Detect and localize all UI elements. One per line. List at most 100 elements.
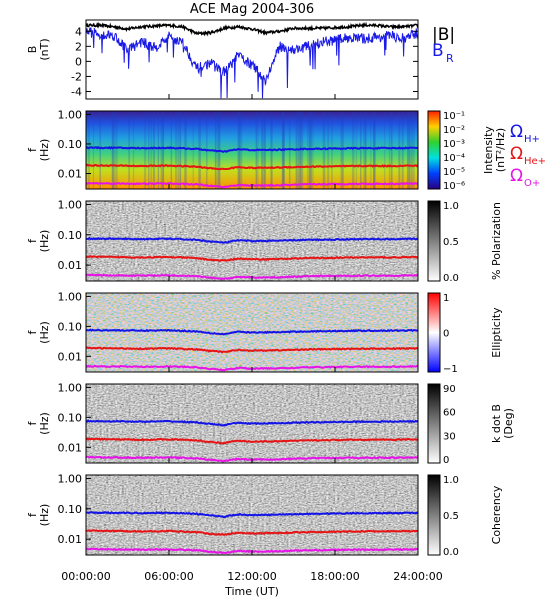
- colorbar-polarization: [427, 200, 441, 282]
- y-tick-label: 1.00: [58, 198, 83, 211]
- y-tick-label: 0.01: [58, 441, 83, 454]
- x-tick-label: 24:00:00: [393, 570, 442, 583]
- heatmap-streak: [175, 111, 178, 189]
- heatmap-streak: [322, 111, 326, 189]
- figure-title: ACE Mag 2004-306: [190, 2, 314, 17]
- y-axis-unit: (Hz): [38, 412, 51, 435]
- colorbar-tick-label: 1: [443, 293, 449, 304]
- x-axis-label: Time (UT): [224, 585, 279, 598]
- y-tick-label: 0.01: [58, 350, 83, 363]
- colorbar-label: k dot B: [490, 404, 503, 443]
- colorbar-tick-label: 90: [443, 384, 456, 395]
- heatmap-streak: [388, 111, 391, 189]
- cyclotron-line-he-plus: [86, 529, 418, 536]
- heatmap-kdotb: [86, 384, 418, 463]
- heatmap-streak: [112, 111, 115, 189]
- y-axis-label: B: [26, 46, 39, 54]
- colorbar-unit: (Deg): [502, 408, 515, 439]
- heatmap-streak: [170, 111, 172, 189]
- y-tick-label: -2: [71, 70, 82, 83]
- y-tick-label: 1.00: [58, 290, 83, 303]
- colorbar-tick-label: 10⁻²: [443, 125, 465, 136]
- colorbar-intensity: [427, 110, 441, 190]
- heatmap-streak: [111, 111, 114, 189]
- legend-b-magnitude: |B|: [432, 25, 455, 45]
- colorbar-ellipticity: [427, 292, 441, 373]
- panel-coherency: 1.00 0.10 0.01 f (Hz) 1.0 0.5 0.0 Coherency: [26, 472, 503, 558]
- heatmap-streak: [365, 111, 367, 189]
- cyclotron-line-h-plus: [86, 511, 418, 519]
- colorbar-tick-label: 0.5: [443, 237, 459, 248]
- heatmap-streak: [157, 111, 159, 189]
- y-axis-unit: (Hz): [38, 139, 51, 162]
- y-axis-label: f: [26, 238, 39, 243]
- y-axis-unit: (Hz): [38, 321, 51, 344]
- y-axis-label: f: [26, 329, 39, 334]
- cyclotron-line-he-plus: [86, 163, 418, 171]
- y-tick-label: -4: [71, 85, 82, 98]
- heatmap-streak: [390, 111, 393, 189]
- colorbar-tick-label: 1.0: [443, 475, 459, 486]
- y-tick-label: 2: [75, 40, 82, 53]
- x-tick-label: 18:00:00: [310, 570, 359, 583]
- heatmap-streak: [398, 111, 401, 189]
- y-axis-label: f: [26, 512, 39, 517]
- colorbar-label: Ellipticity: [490, 307, 503, 358]
- heatmap-streak: [299, 111, 302, 189]
- x-tick-label: 06:00:00: [144, 570, 193, 583]
- y-axis-unit: (Hz): [38, 504, 51, 527]
- heatmap-streak: [342, 111, 344, 189]
- y-axis-unit: (Hz): [38, 230, 51, 253]
- colorbar-unit: (nT²/Hz): [494, 128, 507, 172]
- heatmap-streak: [407, 111, 410, 189]
- heatmap-streak: [373, 111, 376, 189]
- colorbar-tick-label: 10⁻³: [443, 139, 465, 150]
- y-tick-label: 0.10: [58, 229, 83, 242]
- heatmap-streak: [184, 111, 187, 189]
- panel-intensity: 1.00 0.10 0.01 f (Hz) 10⁻¹ 10⁻² 10⁻³ 10⁻⁴ 10⁻⁵ 10⁻…: [26, 108, 546, 192]
- heatmap-streak: [160, 111, 164, 189]
- heatmap-streak: [128, 111, 130, 189]
- y-tick-label: 1.00: [58, 108, 83, 121]
- cyclotron-line-h-plus: [86, 419, 418, 427]
- panel-field: 420-2-4B (nT)|B|B R: [26, 19, 455, 100]
- colorbar-tick-label: 30: [443, 431, 456, 442]
- heatmap-streak: [355, 111, 358, 189]
- y-tick-label: 0.01: [58, 168, 83, 181]
- overlay-label-omega: Ω: [510, 144, 523, 164]
- colorbar-tick-label: 10⁻⁴: [443, 153, 465, 164]
- y-tick-label: 0.10: [58, 503, 83, 516]
- y-tick-label: 1.00: [58, 472, 83, 485]
- heatmap-streak: [363, 111, 366, 189]
- series-line-b-radial: [85, 27, 419, 99]
- legend-b-radial-sub: R: [446, 52, 454, 65]
- heatmap-streak: [192, 111, 194, 189]
- heatmap-streak: [411, 111, 415, 189]
- heatmap-streak: [87, 111, 90, 189]
- y-axis-unit: (nT): [38, 38, 51, 60]
- heatmap-streak: [383, 111, 386, 189]
- colorbar-tick-label: 0: [443, 329, 449, 340]
- heatmap-streak: [152, 111, 155, 189]
- y-axis-label: f: [26, 147, 39, 152]
- overlay-label-ion: O+: [524, 178, 540, 189]
- heatmap-polarization: [86, 201, 418, 281]
- heatmap-streak: [351, 111, 355, 189]
- heatmap-streak: [340, 111, 343, 189]
- heatmap-streak: [180, 111, 182, 189]
- y-tick-label: 0.01: [58, 533, 83, 546]
- colorbar-tick-label: 1.0: [443, 201, 459, 212]
- heatmap-streak: [150, 111, 152, 189]
- heatmap-streak: [331, 111, 333, 189]
- colorbar-label: Intensity: [482, 126, 495, 174]
- panel-polarization: 1.00 0.10 0.01 f (Hz) 1.0 0.5 0.0 % Polarization: [26, 198, 503, 284]
- x-tick-label: 12:00:00: [227, 570, 276, 583]
- y-tick-label: 0: [75, 55, 82, 68]
- colorbar-coherency: [427, 474, 441, 556]
- heatmap-streak: [327, 111, 330, 189]
- heatmap-streak: [162, 111, 165, 189]
- colorbar-label: % Polarization: [490, 202, 503, 280]
- heatmap-streak: [410, 111, 413, 189]
- overlay-label-omega: Ω: [510, 122, 523, 142]
